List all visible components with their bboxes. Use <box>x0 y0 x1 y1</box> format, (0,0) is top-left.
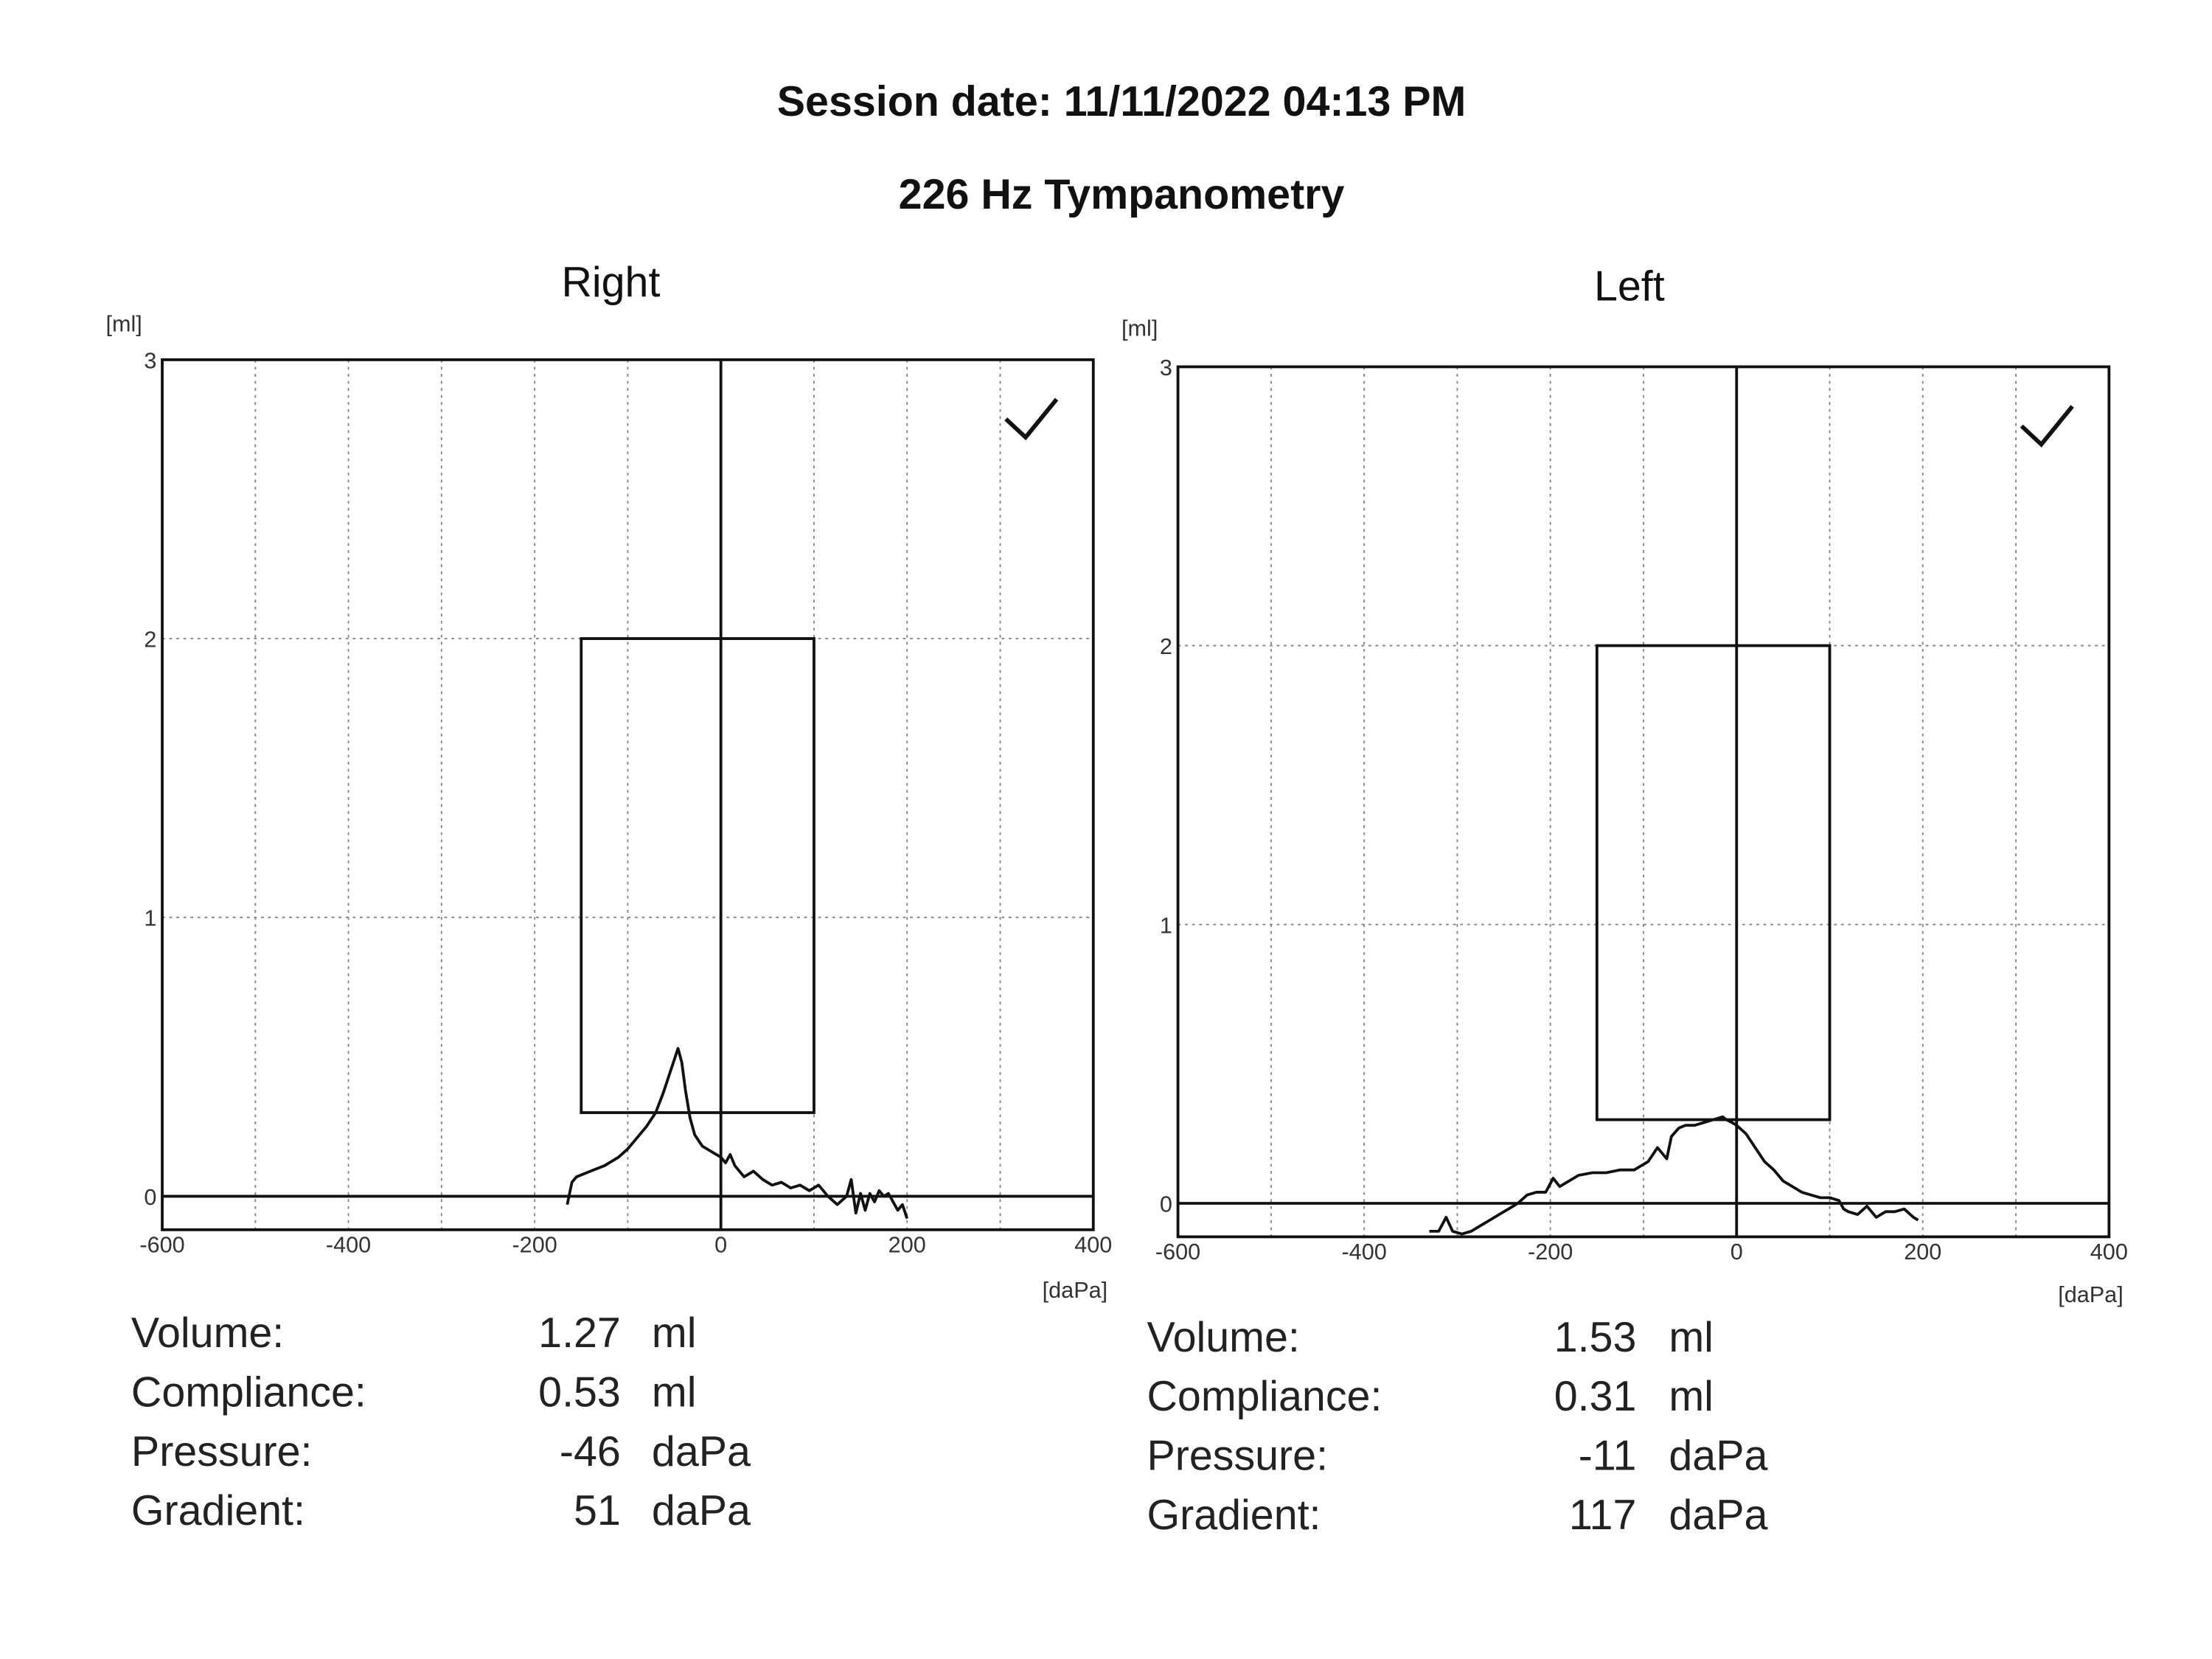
x-tick-label: 400 <box>1074 1232 1112 1257</box>
x-tick-label: -400 <box>326 1232 371 1257</box>
right-ear-panel: Right [ml] [daPa] 0 1 2 3 -600 -400 -200 0 200 40… <box>105 259 1112 1534</box>
y-axis-label: [ml] <box>105 312 142 337</box>
x-tick-label: -400 <box>1341 1239 1386 1265</box>
x-tick-label: -600 <box>139 1232 184 1257</box>
x-tick-label: 200 <box>888 1232 926 1257</box>
measurement-label: Pressure: <box>1147 1433 1328 1480</box>
measurement-label: Pressure: <box>131 1428 313 1475</box>
test-title: 226 Hz Tympanometry <box>899 171 1345 218</box>
measurement-value: 0.53 <box>538 1369 621 1416</box>
checkmark-icon <box>1004 397 1059 441</box>
checkmark-icon <box>2020 405 2074 448</box>
measurement-unit: ml <box>1669 1314 1714 1361</box>
y-tick-label: 3 <box>1160 355 1172 380</box>
measurement-label: Compliance: <box>1147 1373 1382 1420</box>
measurement-unit: daPa <box>652 1487 751 1534</box>
measurement-unit: daPa <box>1669 1433 1767 1480</box>
measurement-value: 1.53 <box>1554 1314 1637 1361</box>
tympanogram-curve <box>566 1047 909 1220</box>
measurement-unit: ml <box>1669 1373 1714 1420</box>
y-tick-label: 2 <box>144 627 156 653</box>
left-plot: 0 1 2 3 -600 -400 -200 0 200 400 <box>1155 355 2128 1265</box>
x-tick-label: -200 <box>1528 1239 1573 1265</box>
y-tick-label: 2 <box>1160 634 1172 659</box>
x-axis-label: [daPa] <box>2058 1282 2124 1307</box>
x-tick-label: 200 <box>1904 1239 1941 1265</box>
normal-range-box <box>580 637 815 1114</box>
measurement-value: 1.27 <box>538 1310 621 1357</box>
y-tick-label: 1 <box>1160 913 1172 938</box>
measurement-label: Volume: <box>131 1310 284 1357</box>
measurement-value: 51 <box>574 1487 621 1534</box>
measurement-label: Volume: <box>1147 1314 1299 1361</box>
measurement-value: 0.31 <box>1554 1373 1637 1420</box>
x-axis-label: [daPa] <box>1043 1278 1108 1303</box>
measurement-unit: ml <box>652 1310 697 1357</box>
x-tick-label: -200 <box>512 1232 557 1257</box>
measurement-label: Compliance: <box>131 1369 366 1416</box>
measurement-value: -11 <box>1579 1433 1637 1480</box>
x-tick-label: -600 <box>1155 1239 1200 1265</box>
plot-frame <box>1176 365 2111 1239</box>
chart-title: Right <box>561 259 660 306</box>
x-tick-label: 400 <box>2090 1239 2128 1265</box>
x-tick-label: 0 <box>1731 1239 1743 1265</box>
y-tick-label: 0 <box>144 1185 156 1210</box>
right-measurements: Volume: 1.27 ml Compliance: 0.53 ml Pressure: -… <box>131 1310 751 1534</box>
measurement-label: Gradient: <box>1147 1492 1321 1539</box>
right-plot: 0 1 2 3 -600 -400 -200 0 200 400 <box>139 348 1112 1257</box>
y-axis-label: [ml] <box>1121 316 1158 341</box>
left-ear-panel: Left [ml] [daPa] 0 1 2 3 -600 -400 -200 0 200 400… <box>1121 263 2128 1539</box>
tympanogram-curve <box>1429 1115 1919 1236</box>
measurement-unit: daPa <box>1669 1492 1767 1539</box>
measurement-value: 117 <box>1569 1492 1636 1539</box>
normal-range-box <box>1595 644 1832 1121</box>
chart-title: Left <box>1594 263 1665 310</box>
y-tick-label: 1 <box>144 906 156 931</box>
measurement-value: -46 <box>560 1428 621 1475</box>
plot-frame <box>161 358 1095 1231</box>
x-tick-label: 0 <box>714 1232 727 1257</box>
left-measurements: Volume: 1.53 ml Compliance: 0.31 ml Pressure: -… <box>1147 1314 1767 1539</box>
session-date: Session date: 11/11/2022 04:13 PM <box>777 78 1467 125</box>
measurement-label: Gradient: <box>131 1487 305 1534</box>
measurement-unit: ml <box>652 1369 697 1416</box>
y-tick-label: 0 <box>1160 1192 1172 1217</box>
measurement-unit: daPa <box>652 1428 751 1475</box>
y-tick-label: 3 <box>144 348 156 373</box>
